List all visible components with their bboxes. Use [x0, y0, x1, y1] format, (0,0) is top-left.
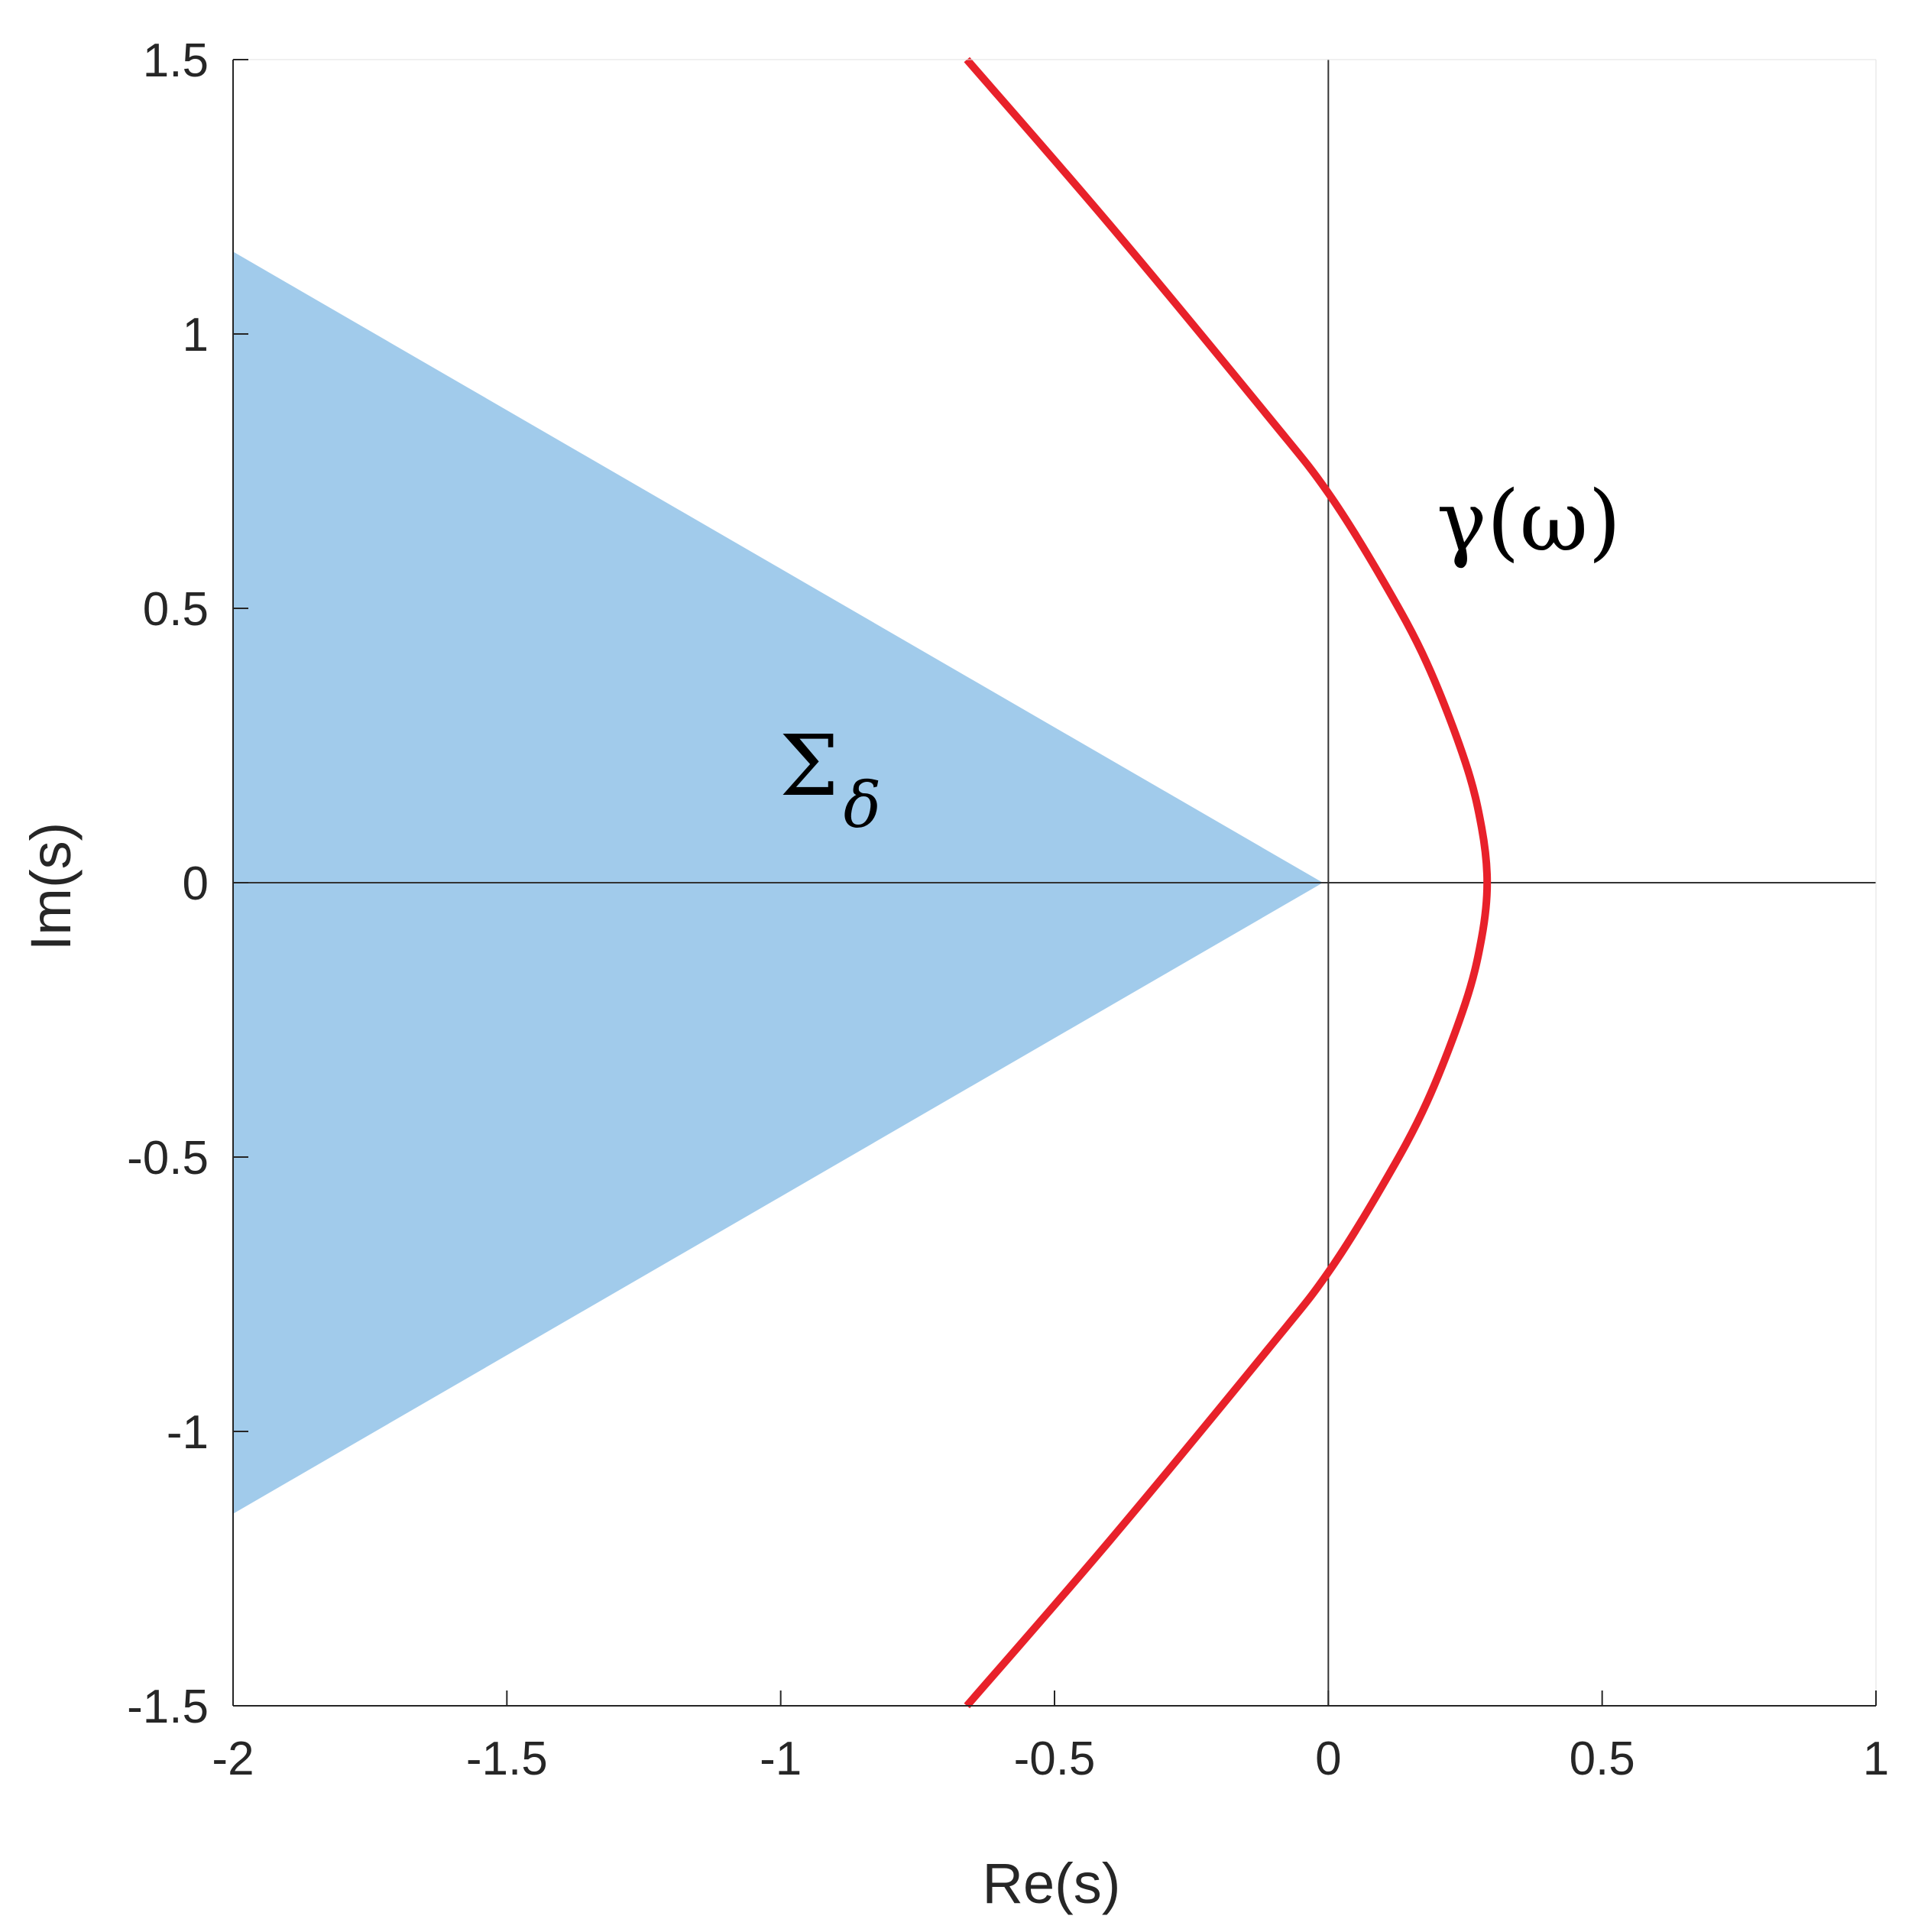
region-label-sub: δ — [844, 770, 881, 842]
y-tick-label: -1.5 — [127, 1681, 209, 1733]
curve-label: γ(ω) — [1437, 472, 1621, 570]
x-tick-label: -1.5 — [466, 1733, 548, 1785]
y-axis-label: Im(s) — [19, 822, 83, 951]
curve-gamma — [964, 57, 1492, 1709]
y-tick-label: 0 — [183, 857, 209, 910]
y-tick-label: -0.5 — [127, 1132, 209, 1185]
x-tick-label: 0.5 — [1570, 1733, 1635, 1785]
y-tick-label: 0.5 — [143, 583, 209, 636]
x-tick-label: -0.5 — [1014, 1733, 1096, 1785]
x-tick-label: -1 — [760, 1733, 802, 1785]
y-tick-label: 1 — [183, 309, 209, 361]
x-tick-label: -2 — [212, 1733, 254, 1785]
y-tick-label: -1 — [167, 1406, 209, 1459]
x-axis-label: Re(s) — [983, 1852, 1121, 1915]
x-tick-label: 0 — [1315, 1733, 1341, 1785]
region-label-main: Σ — [779, 717, 839, 815]
y-tick-label: 1.5 — [143, 34, 209, 87]
region-label: Σδ — [779, 717, 881, 842]
x-tick-label: 1 — [1863, 1733, 1889, 1785]
